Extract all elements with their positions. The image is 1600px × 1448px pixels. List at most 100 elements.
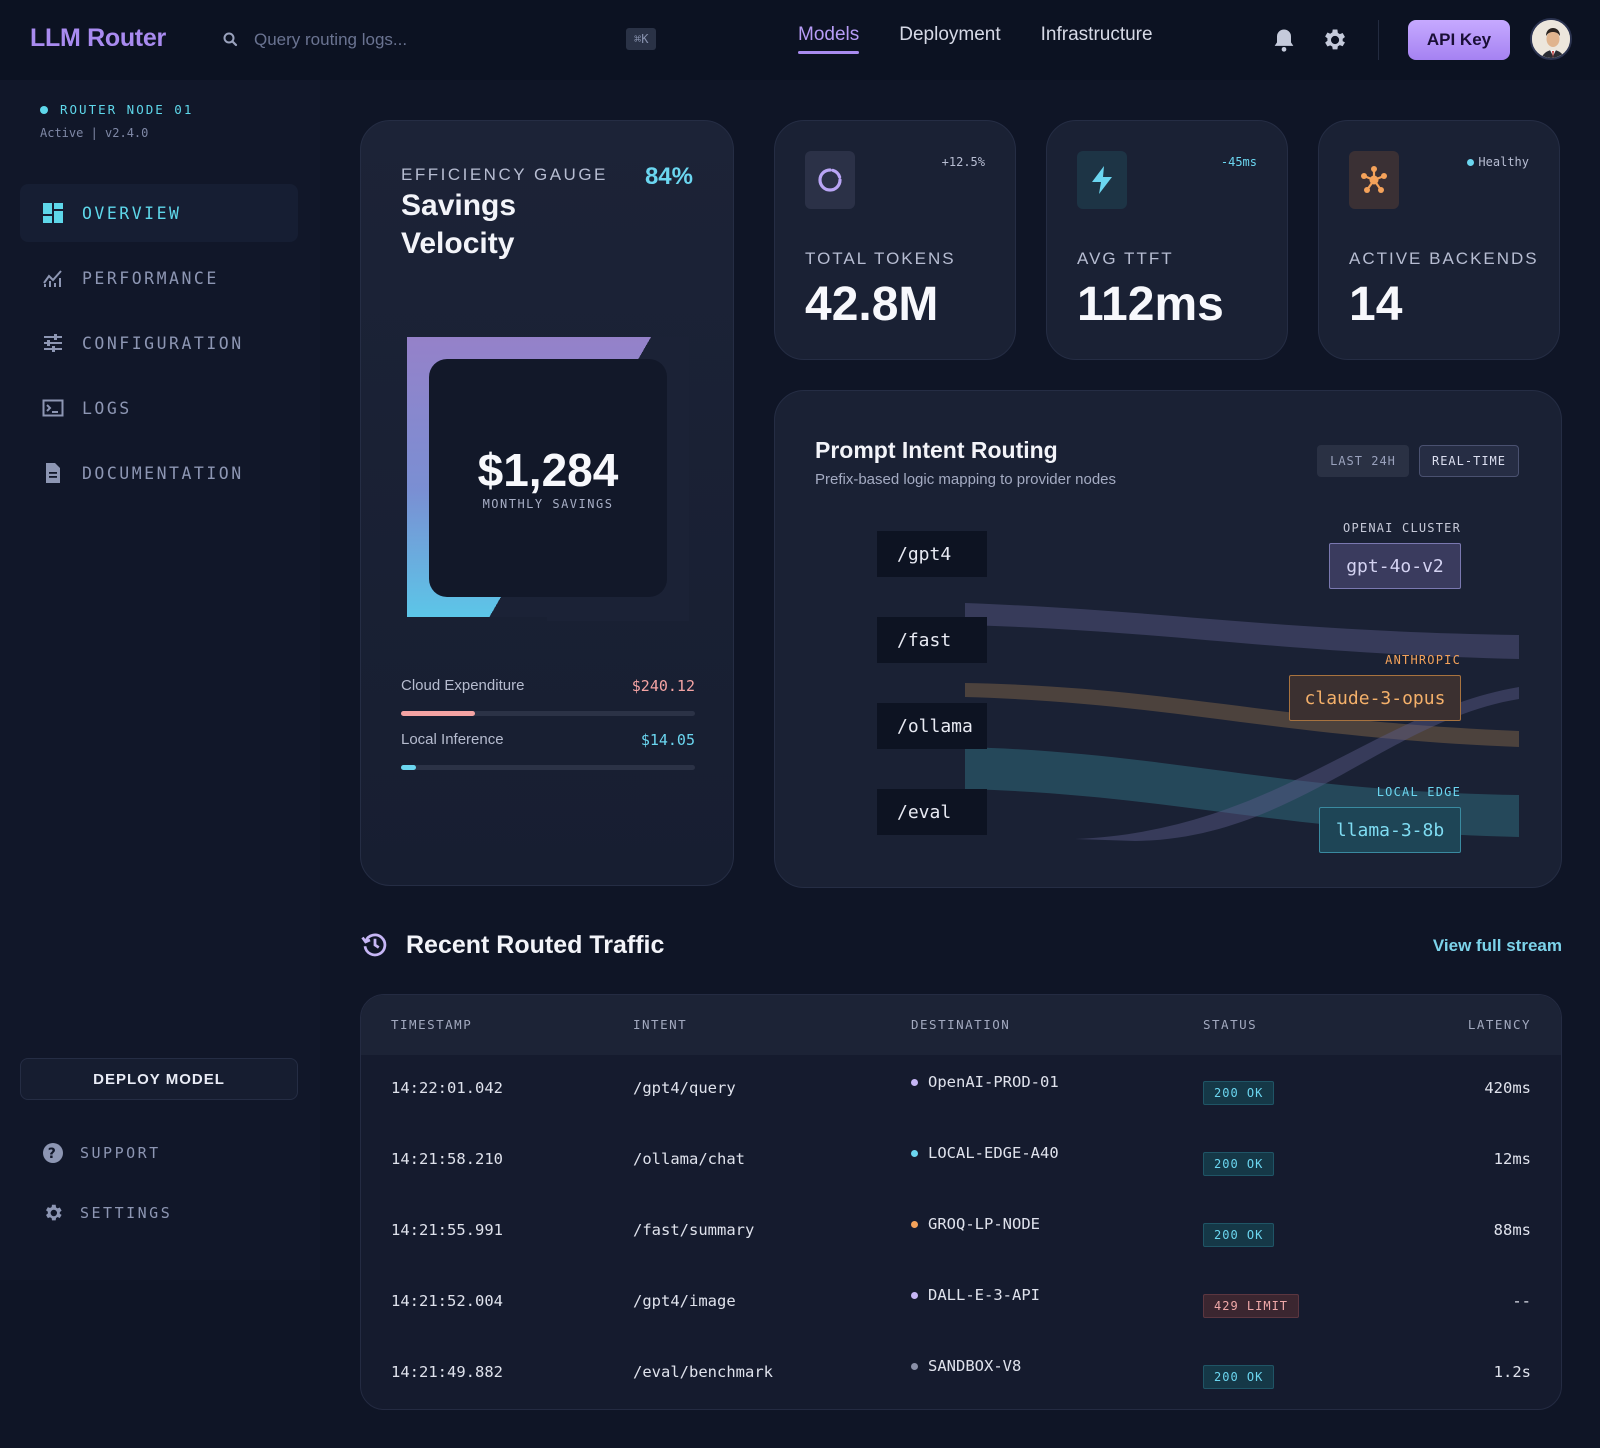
efficiency-percent: 84%: [644, 163, 693, 190]
sidebar-item-overview[interactable]: OVERVIEW: [20, 184, 298, 242]
routing-card: Prompt Intent Routing Prefix-based logic…: [774, 390, 1562, 888]
node-title: ROUTER NODE 01: [60, 102, 194, 117]
row-timestamp: 14:21:55.991: [391, 1221, 503, 1239]
health-dot: [1467, 159, 1475, 166]
prefix-gpt4[interactable]: /gpt4: [877, 531, 987, 577]
prefix-fast[interactable]: /fast: [877, 617, 987, 663]
prefix-ollama[interactable]: /ollama: [877, 703, 987, 749]
col-timestamp[interactable]: TIMESTAMP: [391, 1017, 473, 1032]
shortcut-hint: ⌘K: [626, 28, 657, 50]
status-badge: 429 LIMIT: [1203, 1294, 1300, 1318]
status-dot: [40, 105, 48, 114]
dest-claude-3-opus[interactable]: claude-3-opus: [1289, 675, 1461, 721]
cloud-expenditure-value: $240.12: [631, 677, 695, 695]
dest-llama-3-8b[interactable]: llama-3-8b: [1319, 807, 1461, 853]
destination-name: LOCAL-EDGE-A40: [928, 1144, 1059, 1162]
stat-label: TOTAL TOKENS: [805, 249, 956, 268]
local-inference-fill: [401, 765, 416, 770]
search-input[interactable]: [254, 26, 594, 54]
gauge-center: [429, 359, 667, 597]
destination-dot: [911, 1149, 918, 1157]
brand-logo[interactable]: LLM Router: [30, 24, 166, 52]
avatar[interactable]: [1530, 18, 1572, 60]
local-inference-row: Local Inference $14.05: [401, 731, 695, 749]
flow-eval: [1075, 687, 1519, 841]
monthly-savings-value: $1,284: [477, 444, 619, 496]
cloud-expenditure-fill: [401, 711, 475, 716]
sidebar-item-configuration[interactable]: CONFIGURATION: [20, 314, 298, 372]
search-bar[interactable]: ⌘K: [222, 26, 662, 54]
svg-text:?: ?: [48, 1146, 59, 1162]
sidebar-item-documentation[interactable]: DOCUMENTATION: [20, 444, 298, 502]
status-badge: 200 OK: [1203, 1152, 1275, 1176]
sidebar-item-label: CONFIGURATION: [82, 333, 244, 353]
status-badge: 200 OK: [1203, 1365, 1275, 1389]
nav-infrastructure[interactable]: Infrastructure: [1040, 24, 1153, 45]
health-label: Healthy: [1478, 155, 1529, 169]
flow-fast: [965, 683, 1519, 747]
support-label: SUPPORT: [80, 1144, 161, 1162]
terminal-icon: [42, 399, 64, 417]
row-intent: /ollama/chat: [633, 1150, 745, 1168]
stat-label: ACTIVE BACKENDS: [1349, 249, 1539, 268]
top-bar: LLM Router ⌘K Models Deployment Infrastr…: [0, 0, 1600, 80]
row-destination: DALL-E-3-API: [911, 1286, 1040, 1304]
sidebar-item-performance[interactable]: PERFORMANCE: [20, 249, 298, 307]
col-latency[interactable]: LATENCY: [1467, 1017, 1531, 1032]
spinner-icon: [805, 151, 855, 209]
destination-name: SANDBOX-V8: [928, 1357, 1022, 1375]
stat-card-avg-ttft: -45ms AVG TTFT 112ms: [1046, 120, 1288, 360]
row-intent: /gpt4/image: [633, 1292, 736, 1310]
nav-deployment[interactable]: Deployment: [899, 24, 1001, 45]
row-latency: 12ms: [1493, 1150, 1531, 1168]
lightning-icon: [1077, 151, 1127, 209]
anthropic-label: ANTHROPIC: [1385, 653, 1461, 667]
chart-icon: [43, 270, 62, 287]
nav-models[interactable]: Models: [798, 24, 860, 54]
api-key-button[interactable]: API Key: [1408, 20, 1510, 60]
view-full-stream-link[interactable]: View full stream: [1432, 936, 1562, 955]
local-edge-label: LOCAL EDGE: [1376, 785, 1461, 799]
sidebar-item-logs[interactable]: LOGS: [20, 379, 298, 437]
table-row[interactable]: 14:21:55.991/fast/summary GROQ-LP-NODE 200…: [361, 1197, 1561, 1268]
efficiency-title: Savings Velocity: [401, 189, 517, 261]
destination-dot: [911, 1362, 918, 1370]
dest-gpt-4o-v2[interactable]: gpt-4o-v2: [1329, 543, 1461, 589]
local-inference-label: Local Inference: [401, 731, 504, 748]
side-nav: OVERVIEW PERFORMANCE CONFIGURATION LOGS …: [20, 184, 298, 509]
search-icon: [222, 31, 240, 49]
last-24h-toggle[interactable]: LAST 24H: [1317, 445, 1409, 477]
deploy-model-button[interactable]: DEPLOY MODEL: [20, 1058, 298, 1100]
row-destination: OpenAI-PROD-01: [911, 1073, 1059, 1091]
document-icon: [46, 463, 60, 483]
col-destination[interactable]: DESTINATION: [911, 1017, 1011, 1032]
sidebar-item-label: LOGS: [82, 398, 132, 418]
real-time-toggle[interactable]: REAL-TIME: [1419, 445, 1519, 477]
settings-link[interactable]: SETTINGS: [42, 1202, 282, 1224]
row-intent: /eval/benchmark: [633, 1363, 773, 1381]
row-destination: GROQ-LP-NODE: [911, 1215, 1040, 1233]
table-row[interactable]: 14:21:49.882/eval/benchmark SANDBOX-V8 200…: [361, 1339, 1561, 1409]
row-latency: 88ms: [1493, 1221, 1531, 1239]
sidebar-item-label: PERFORMANCE: [82, 268, 219, 288]
stat-value: 14: [1349, 278, 1403, 331]
row-destination: SANDBOX-V8: [911, 1357, 1021, 1375]
table-row[interactable]: 14:22:01.042/gpt4/query OpenAI-PROD-01 200…: [361, 1055, 1561, 1126]
prefix-eval[interactable]: /eval: [877, 789, 987, 835]
health-status: Healthy: [1467, 155, 1529, 169]
gear-icon[interactable]: [1320, 26, 1348, 54]
col-intent[interactable]: INTENT: [633, 1017, 688, 1032]
stat-delta: +12.5%: [941, 155, 985, 169]
table-row[interactable]: 14:21:52.004/gpt4/image DALL-E-3-API 429 L…: [361, 1268, 1561, 1339]
row-timestamp: 14:21:49.882: [391, 1363, 503, 1381]
table-row[interactable]: 14:21:58.210/ollama/chat LOCAL-EDGE-A40 20…: [361, 1126, 1561, 1197]
history-icon: [361, 933, 387, 957]
destination-dot: [911, 1291, 918, 1299]
support-link[interactable]: ? SUPPORT: [42, 1142, 282, 1164]
row-latency: --: [1512, 1292, 1531, 1310]
stat-value: 112ms: [1077, 278, 1224, 331]
table-header: TIMESTAMP INTENT DESTINATION STATUS LATE…: [361, 995, 1561, 1055]
col-status[interactable]: STATUS: [1203, 1017, 1258, 1032]
node-version: Active | v2.4.0: [40, 126, 149, 140]
bell-icon[interactable]: [1270, 26, 1298, 54]
